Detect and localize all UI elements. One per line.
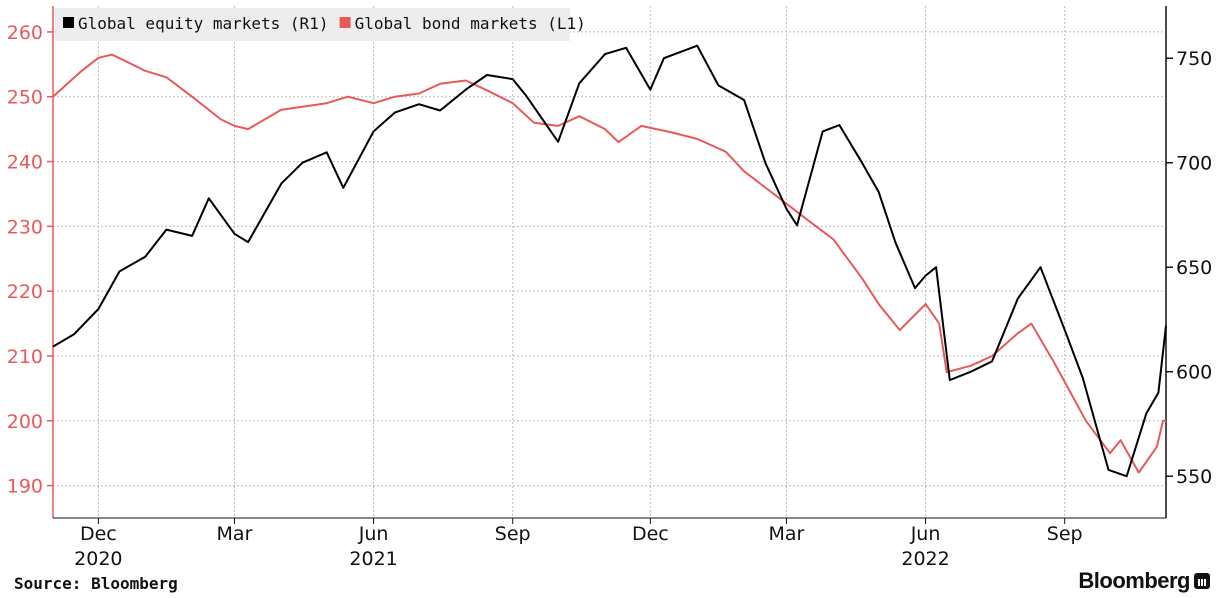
- x-tick-label: Sep: [1047, 523, 1083, 545]
- y-left-tick-label: 250: [7, 87, 43, 109]
- y-left-tick-label: 240: [7, 152, 43, 174]
- legend-box: [55, 8, 570, 41]
- x-tick-label: Jun: [358, 523, 389, 545]
- brand-logo: Bloomberg: [1078, 568, 1210, 594]
- y-left-tick-label: 220: [7, 281, 43, 303]
- bloomberg-terminal-icon: [1194, 573, 1210, 589]
- x-tick-label: Mar: [769, 523, 805, 545]
- y-left-tick-label: 210: [7, 346, 43, 368]
- y-left-tick-label: 190: [7, 476, 43, 498]
- x-tick-label: Jun: [910, 523, 941, 545]
- x-tick-label: Dec: [632, 523, 669, 545]
- legend-label-bond: Global bond markets (L1): [355, 14, 586, 33]
- axes: 190 200 210 220 230 240 250 260 550 600 650 700 750 D…: [7, 6, 1212, 570]
- equity-series-line: [52, 44, 1167, 478]
- x-year-label: 2021: [349, 548, 397, 570]
- x-year-label: 2022: [901, 548, 949, 570]
- y-right-tick-label: 600: [1176, 362, 1212, 384]
- y-left-tick-label: 200: [7, 411, 43, 433]
- y-right-tick-label: 750: [1176, 48, 1212, 70]
- series-layer: [52, 44, 1167, 478]
- gridlines: [53, 6, 1166, 518]
- source-note: Source: Bloomberg: [14, 574, 178, 593]
- y-right-tick-label: 650: [1176, 257, 1212, 279]
- legend-label-equity: Global equity markets (R1): [78, 14, 328, 33]
- y-right-tick-label: 550: [1176, 466, 1212, 488]
- x-tick-label: Mar: [217, 523, 253, 545]
- x-tick-label: Sep: [495, 523, 531, 545]
- x-tick-label: Dec: [80, 523, 117, 545]
- legend: Global equity markets (R1) Global bond ma…: [55, 8, 586, 41]
- y-left-tick-label: 230: [7, 216, 43, 238]
- x-year-label: 2020: [74, 548, 122, 570]
- brand-name: Bloomberg: [1078, 568, 1190, 593]
- bond-series-line: [52, 53, 1166, 474]
- y-right-tick-label: 700: [1176, 153, 1212, 175]
- y-left-tick-label: 260: [7, 22, 43, 44]
- legend-swatch-bond: [339, 17, 351, 28]
- legend-swatch-equity: [63, 17, 74, 28]
